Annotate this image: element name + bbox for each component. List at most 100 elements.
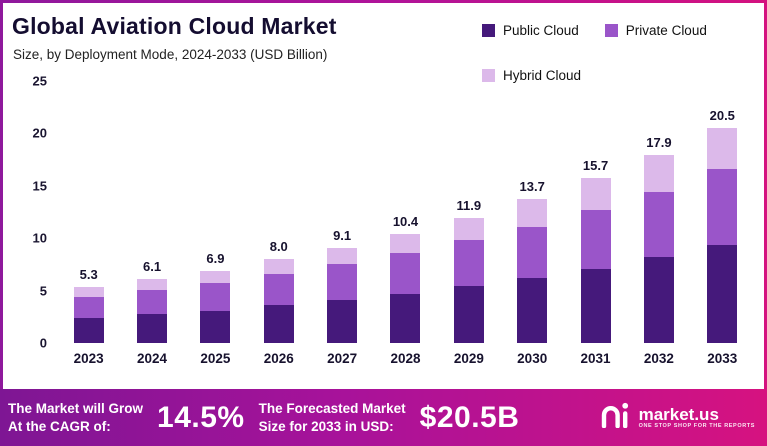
x-axis-label: 2025 xyxy=(200,351,231,366)
bar-segment-private-cloud xyxy=(643,192,674,258)
bar-stack xyxy=(707,128,738,343)
bar-segment-hybrid-cloud xyxy=(453,218,484,241)
y-tick-label: 0 xyxy=(39,335,47,351)
bar-segment-private-cloud xyxy=(390,252,421,294)
bar-segment-private-cloud xyxy=(137,289,168,314)
bar-column: 6.9 xyxy=(184,81,247,343)
bar-stack xyxy=(643,155,674,343)
bar-stack xyxy=(580,178,611,343)
bar-segment-hybrid-cloud xyxy=(390,234,421,253)
legend-item: Private Cloud xyxy=(604,23,707,38)
chart-panel: Global Aviation Cloud Market Size, by De… xyxy=(3,3,764,389)
forecast-value: $20.5B xyxy=(419,400,520,434)
x-axis-label: 2028 xyxy=(390,351,421,366)
forecast-label-line2: Size for 2033 in USD: xyxy=(258,418,394,434)
bar-column: 17.9 xyxy=(627,81,690,343)
x-axis-label: 2030 xyxy=(517,351,548,366)
bar-segment-hybrid-cloud xyxy=(707,128,738,170)
bar-total-label: 11.9 xyxy=(456,198,482,214)
page-subtitle: Size, by Deployment Mode, 2024-2033 (USD… xyxy=(13,47,328,62)
page-title: Global Aviation Cloud Market xyxy=(12,13,337,39)
cagr-label-line2: At the CAGR of: xyxy=(8,418,111,434)
bar-segment-public-cloud xyxy=(263,305,294,343)
forecast-label: The Forecasted Market Size for 2033 in U… xyxy=(259,400,406,435)
bar-total-label: 5.3 xyxy=(79,267,98,283)
footer-banner: The Market will Grow At the CAGR of: 14.… xyxy=(0,389,767,446)
bar-total-label: 13.7 xyxy=(519,179,545,195)
cagr-value: 14.5% xyxy=(157,400,245,434)
bar-segment-hybrid-cloud xyxy=(327,247,358,265)
bar-segment-public-cloud xyxy=(327,300,358,343)
y-tick-label: 5 xyxy=(39,283,47,299)
bar-segment-public-cloud xyxy=(580,268,611,343)
bar-segment-hybrid-cloud xyxy=(263,259,294,274)
brand-tagline: ONE STOP SHOP FOR THE REPORTS xyxy=(638,422,755,429)
bar-segment-public-cloud xyxy=(517,278,548,343)
legend: Public Cloud Private Cloud Hybrid Cloud xyxy=(482,23,754,83)
y-tick-label: 25 xyxy=(32,73,47,89)
legend-swatch-icon xyxy=(482,24,495,37)
forecast-label-line1: The Forecasted Market xyxy=(258,400,406,416)
x-axis-label: 2026 xyxy=(263,351,294,366)
legend-item: Public Cloud xyxy=(482,23,579,38)
bar-segment-public-cloud xyxy=(73,317,104,343)
bar-segment-private-cloud xyxy=(73,296,104,318)
y-axis: 0 5 10 15 20 25 xyxy=(9,75,47,350)
stacked-bar-chart: 0 5 10 15 20 25 5.3 6.1 6.9 8.0 9.1 10.4 11.9 13.7 15… xyxy=(9,75,754,381)
bar-segment-private-cloud xyxy=(200,283,231,311)
bar-total-label: 6.1 xyxy=(143,259,162,275)
bar-total-label: 17.9 xyxy=(646,135,672,151)
y-tick-label: 20 xyxy=(32,125,47,141)
bar-stack xyxy=(73,287,104,343)
market-us-logo-icon xyxy=(600,402,632,433)
bar-segment-hybrid-cloud xyxy=(580,178,611,210)
bar-column: 5.3 xyxy=(57,81,120,343)
y-tick-label: 15 xyxy=(32,178,47,194)
bar-stack xyxy=(453,218,484,343)
cagr-label: The Market will Grow At the CAGR of: xyxy=(8,400,143,435)
legend-label: Public Cloud xyxy=(503,23,579,38)
bar-stack xyxy=(517,199,548,343)
x-axis: 2023 2024 2025 2026 2027 2028 2029 2030 2031 2032… xyxy=(57,351,754,366)
bar-column: 10.4 xyxy=(374,81,437,343)
bar-total-label: 6.9 xyxy=(206,250,225,266)
bar-segment-private-cloud xyxy=(327,264,358,301)
legend-swatch-icon xyxy=(604,24,618,37)
x-axis-label: 2024 xyxy=(137,351,168,366)
x-axis-label: 2029 xyxy=(453,351,484,366)
plot-area: 5.3 6.1 6.9 8.0 9.1 10.4 11.9 13.7 15.7 17.9 20.5 xyxy=(57,81,754,343)
x-axis-label: 2032 xyxy=(643,351,674,366)
bar-column: 9.1 xyxy=(310,81,373,343)
bar-segment-hybrid-cloud xyxy=(643,155,674,193)
bar-column: 13.7 xyxy=(501,81,564,343)
bar-total-label: 10.4 xyxy=(392,214,419,230)
bar-segment-public-cloud xyxy=(643,257,674,343)
legend-swatch-icon xyxy=(482,69,495,82)
bar-segment-private-cloud xyxy=(707,169,738,245)
bar-total-label: 15.7 xyxy=(582,158,609,174)
bar-segment-private-cloud xyxy=(263,273,294,306)
legend-label: Hybrid Cloud xyxy=(503,68,582,83)
bar-column: 6.1 xyxy=(120,81,183,343)
bar-stack xyxy=(327,247,358,343)
x-axis-label: 2027 xyxy=(327,351,358,366)
bar-segment-public-cloud xyxy=(707,244,738,343)
legend-item: Hybrid Cloud xyxy=(482,68,581,83)
bar-total-label: 9.1 xyxy=(333,227,352,243)
bar-column: 20.5 xyxy=(691,81,754,343)
bar-stack xyxy=(137,279,168,343)
bar-column: 15.7 xyxy=(564,81,627,343)
bar-total-label: 8.0 xyxy=(269,239,288,255)
bar-column: 11.9 xyxy=(437,81,500,343)
bar-column: 8.0 xyxy=(247,81,310,343)
bar-segment-private-cloud xyxy=(517,226,548,279)
x-axis-label: 2023 xyxy=(73,351,104,366)
x-axis-label: 2031 xyxy=(580,351,611,366)
bar-segment-private-cloud xyxy=(453,240,484,287)
bar-segment-hybrid-cloud xyxy=(73,287,104,297)
bar-segment-public-cloud xyxy=(200,310,231,343)
x-axis-label: 2033 xyxy=(707,351,738,366)
bar-segment-public-cloud xyxy=(137,313,168,343)
brand-name: market.us xyxy=(638,404,719,424)
